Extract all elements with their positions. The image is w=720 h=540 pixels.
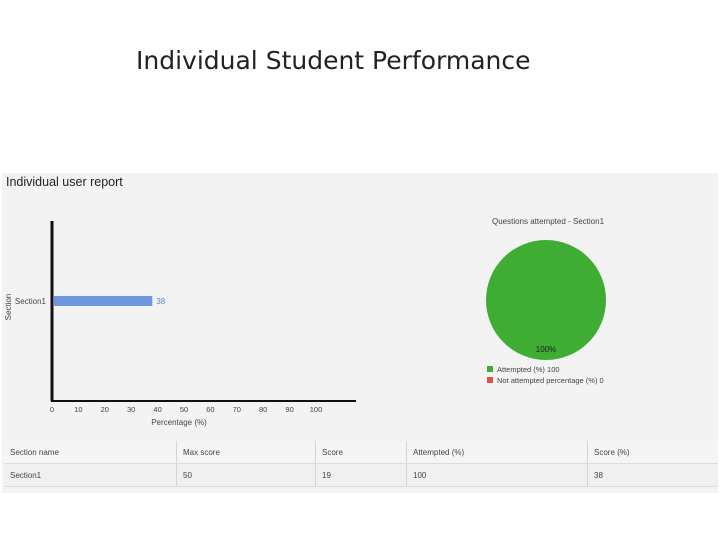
cell-section-name: Section1 xyxy=(4,463,177,487)
column-header-score: Score xyxy=(315,441,407,464)
legend-swatch-attempted xyxy=(487,366,493,372)
cell-max-score: 50 xyxy=(176,463,316,487)
report-title: Individual user report xyxy=(6,175,123,189)
x-tick-label: 0 xyxy=(50,405,54,414)
x-tick-label: 30 xyxy=(127,405,135,414)
report-panel: Individual user report Section1 38 0 10 20 30… xyxy=(2,173,718,493)
pie-title: Questions attempted - Section1 xyxy=(492,217,605,226)
x-tick-label: 10 xyxy=(74,405,82,414)
questions-attempted-pie-chart: Questions attempted - Section1 100% Attemp… xyxy=(486,217,606,385)
bar-data-label: 38 xyxy=(156,297,165,306)
cell-attempted: 100 xyxy=(406,463,588,487)
bar-section1 xyxy=(54,296,153,306)
x-axis-title: Percentage (%) xyxy=(151,418,207,427)
section-percentage-bar-chart: Section1 38 0 10 20 30 40 50 60 70 80 90 100 Percenta… xyxy=(4,221,356,427)
y-axis-title: Section xyxy=(4,294,13,321)
category-label: Section1 xyxy=(15,297,47,306)
column-header-section-name: Section name xyxy=(4,441,177,464)
x-tick-label: 40 xyxy=(153,405,161,414)
legend-label-attempted: Attempted (%) 100 xyxy=(497,365,560,374)
x-tick-label: 70 xyxy=(233,405,241,414)
legend-swatch-not-attempted xyxy=(487,377,493,383)
column-header-attempted: Attempted (%) xyxy=(406,441,588,464)
cell-score: 19 xyxy=(315,463,407,487)
section-score-table: Section name Max score Score Attempted (… xyxy=(4,441,718,487)
column-header-score-percent: Score (%) xyxy=(587,441,718,464)
slide-title: Individual Student Performance xyxy=(136,46,531,75)
cell-score-percent: 38 xyxy=(587,463,718,487)
table-row: Section1 50 19 100 38 xyxy=(4,463,718,487)
table-header-row: Section name Max score Score Attempted (… xyxy=(4,441,718,464)
x-tick-label: 50 xyxy=(180,405,188,414)
x-tick-label: 20 xyxy=(101,405,109,414)
x-tick-label: 60 xyxy=(206,405,214,414)
column-header-max-score: Max score xyxy=(176,441,316,464)
pie-slice-attempted xyxy=(486,240,606,360)
pie-slice-label: 100% xyxy=(536,345,556,354)
x-tick-label: 90 xyxy=(285,405,293,414)
legend-label-not-attempted: Not attempted percentage (%) 0 xyxy=(497,376,604,385)
x-tick-label: 100 xyxy=(310,405,323,414)
x-tick-label: 80 xyxy=(259,405,267,414)
